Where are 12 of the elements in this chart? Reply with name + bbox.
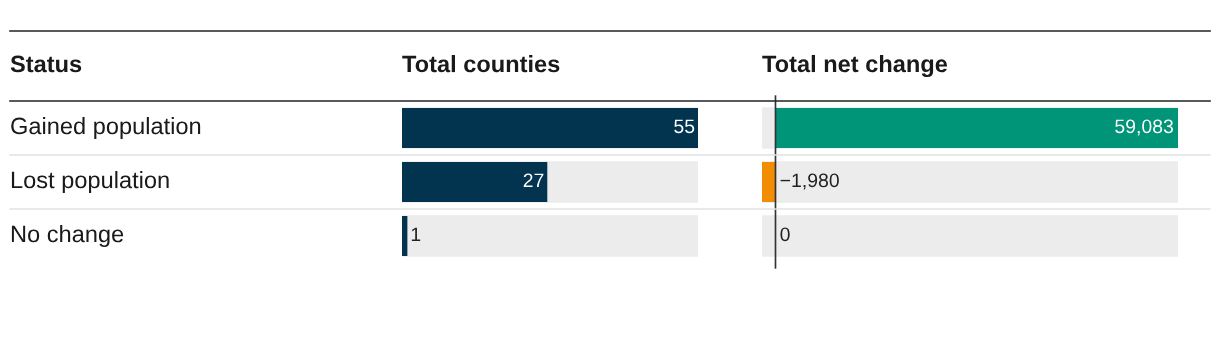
y-axis-title: Status	[10, 55, 82, 73]
y-tick-label: Gained population	[11, 117, 201, 139]
y-tick-label: Lost population	[11, 171, 169, 193]
data-label: 27	[523, 173, 544, 188]
data-label: 0	[780, 227, 790, 242]
data-label: 59,083	[1115, 119, 1173, 136]
chart-title: Total net change	[762, 54, 948, 78]
data-label: 1	[411, 227, 421, 242]
data-label: −1,980	[780, 173, 839, 190]
y-tick-label: No change	[11, 225, 124, 247]
data-label: 55	[674, 119, 695, 134]
chart-title: Total counties	[402, 55, 560, 73]
